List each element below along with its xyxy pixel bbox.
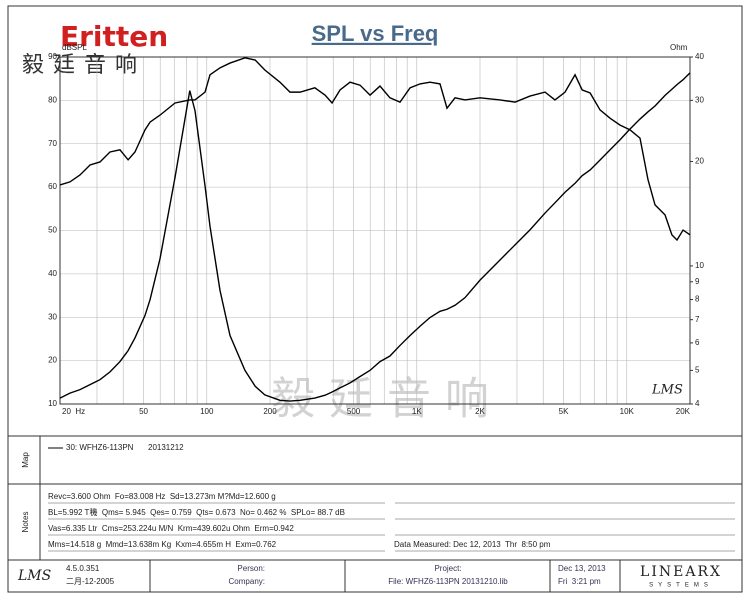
y2-tick-label: 5 <box>695 365 700 374</box>
y2-tick-label: 8 <box>695 295 700 304</box>
chart-title: SPL vs Freq <box>312 21 439 46</box>
y-tick-label: 30 <box>48 312 57 321</box>
y2-tick-label: 10 <box>695 261 704 270</box>
impedance-line <box>59 72 691 402</box>
brand-logo: Eritten <box>60 20 168 53</box>
legend-label: 30: WFHZ6-113PN <box>66 443 134 452</box>
x-tick-label: 100 <box>200 407 214 416</box>
y-tick-label: 70 <box>48 139 57 148</box>
y2-tick-label: 40 <box>695 52 704 61</box>
y-axis-label: dBSPL <box>62 43 87 52</box>
y2-tick-label: 9 <box>695 277 700 286</box>
y-tick-label: 60 <box>48 182 57 191</box>
y-tick-label: 20 <box>48 356 57 365</box>
map-title: Map <box>21 452 30 468</box>
y-tick-label: 90 <box>48 52 57 61</box>
x-tick-label: 10K <box>620 407 635 416</box>
measured-date: Data Measured: Dec 12, 2013 Thr 8:50 pm <box>394 540 551 549</box>
file: File: WFHZ6-113PN 20131210.lib <box>388 577 508 586</box>
footer-brand-sub: SYSTEMS <box>649 583 713 589</box>
x-tick-label: 20 Hz <box>62 407 85 416</box>
footer-logo: LMS <box>17 568 51 584</box>
footer-date: Dec 13, 2013 <box>558 564 606 573</box>
y-tick-label: 10 <box>48 399 57 408</box>
x-tick-label: 50 <box>139 407 148 416</box>
y2-tick-label: 4 <box>695 399 700 408</box>
build-date: 二月-12-2005 <box>66 577 115 586</box>
footer-brand: LINEARX <box>640 564 722 580</box>
spl-line <box>59 57 691 242</box>
y2-tick-label: 20 <box>695 157 704 166</box>
notes-title: Notes <box>21 512 30 533</box>
footer-time: Fri 3:21 pm <box>558 577 601 586</box>
x-tick-label: 200 <box>263 407 277 416</box>
y2-axis-label: Ohm <box>670 43 688 52</box>
outer-frame <box>7 5 743 593</box>
watermark: 毅 廷 音 响 <box>271 374 489 425</box>
note-line: Mms=14.518 g Mmd=13.638m Kg Kxm=4.655m H… <box>48 540 277 549</box>
x-tick-label: 5K <box>559 407 569 416</box>
software-mark: LMS <box>651 383 683 398</box>
note-rules <box>48 502 735 552</box>
note-line: Vas=6.335 Ltr Cms=253.224u M/N Krm=439.6… <box>48 524 294 533</box>
x-tick-label: 500 <box>347 407 361 416</box>
note-line: BL=5.992 T穖 Qms= 5.945 Qes= 0.759 Qts= 0… <box>48 507 345 517</box>
x-tick-label: 20K <box>676 407 691 416</box>
brand-chinese: 毅廷音响 <box>22 52 146 77</box>
y2-tick-label: 7 <box>695 315 700 324</box>
y2-tick-label: 6 <box>695 338 700 347</box>
person: Person: <box>237 564 265 573</box>
note-line: Revc=3.600 Ohm Fo=83.008 Hz Sd=13.273m M… <box>48 492 276 501</box>
x-tick-label: 2K <box>475 407 485 416</box>
y-tick-label: 50 <box>48 226 57 235</box>
project: Project: <box>434 564 461 573</box>
company: Company: <box>229 577 265 586</box>
y-tick-label: 40 <box>48 269 57 278</box>
y-tick-label: 80 <box>48 95 57 104</box>
version: 4.5.0.351 <box>66 564 100 573</box>
y2-tick-label: 30 <box>695 95 704 104</box>
plot: 20 Hz 50 100 200 500 1K 2K 5K 10K 20K 10 20 30 40 50 60… <box>48 52 704 416</box>
plot-frame <box>59 56 691 405</box>
footer-cells <box>149 560 621 592</box>
legend-date: 20131212 <box>148 443 184 452</box>
x-tick-label: 1K <box>412 407 422 416</box>
